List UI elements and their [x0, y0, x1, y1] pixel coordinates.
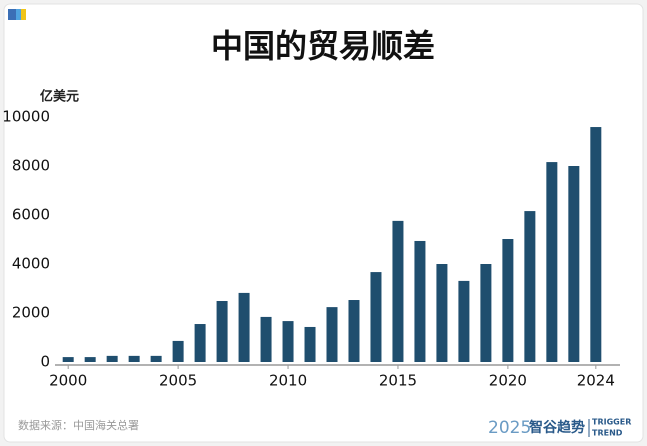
- x-tick-label: 2020: [489, 372, 527, 390]
- bar: [590, 127, 602, 362]
- bar: [568, 166, 580, 362]
- bar: [546, 162, 558, 362]
- x-tick-label: 2024: [577, 372, 615, 390]
- bar: [304, 326, 316, 362]
- bar: [128, 355, 140, 362]
- x-tick-label: 2000: [49, 372, 87, 390]
- bar: [238, 292, 250, 362]
- logo-name: 智谷趋势: [528, 419, 585, 436]
- y-tick-label: 4000: [12, 255, 50, 273]
- bar: [194, 324, 206, 362]
- bar: [348, 300, 360, 362]
- y-tick-label: 8000: [12, 157, 50, 175]
- y-axis-label: 亿美元: [40, 89, 79, 105]
- bar: [392, 220, 404, 362]
- y-tick-label: 10000: [2, 108, 50, 126]
- logo-en: TRIGGER: [592, 418, 631, 427]
- bar: [370, 272, 382, 362]
- x-tick-label: 2005: [159, 372, 197, 390]
- logo-icon: [16, 9, 21, 20]
- bar: [414, 240, 426, 362]
- bar: [216, 300, 228, 362]
- bar: [106, 355, 118, 362]
- logo-en: TREND: [592, 429, 623, 438]
- bar: [172, 340, 184, 362]
- source: 数据来源：中国海关总署: [18, 418, 139, 432]
- bar: [524, 211, 536, 362]
- logo-icon: [8, 9, 16, 20]
- bar: [84, 357, 96, 362]
- logo-icon: [21, 9, 26, 20]
- bar: [260, 316, 272, 362]
- y-tick-label: 2000: [12, 304, 50, 322]
- y-tick-label: 0: [40, 353, 50, 371]
- bar: [480, 264, 492, 362]
- x-tick-label: 2010: [269, 372, 307, 390]
- logo-year: 2025: [488, 418, 531, 438]
- bar: [62, 357, 74, 362]
- bar: [282, 321, 294, 362]
- chart-title: 中国的贸易顺差: [211, 27, 435, 65]
- bar: [150, 355, 162, 362]
- y-tick-label: 6000: [12, 206, 50, 224]
- bar: [436, 264, 448, 362]
- bar: [326, 307, 338, 362]
- x-tick-label: 2015: [379, 372, 417, 390]
- bar: [502, 239, 514, 362]
- bar: [458, 280, 470, 362]
